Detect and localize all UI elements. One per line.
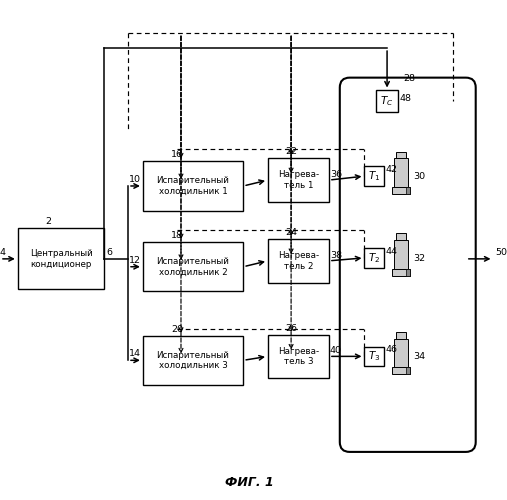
- Text: 42: 42: [385, 165, 397, 174]
- Text: Центральный
кондиционер: Центральный кондиционер: [30, 249, 92, 268]
- Text: 6: 6: [106, 248, 113, 257]
- Text: 28: 28: [403, 74, 415, 82]
- FancyBboxPatch shape: [376, 90, 398, 112]
- FancyBboxPatch shape: [143, 336, 243, 385]
- Text: 2: 2: [45, 218, 51, 226]
- Text: Испарительный
холодильник 3: Испарительный холодильник 3: [157, 350, 230, 370]
- FancyBboxPatch shape: [365, 346, 384, 366]
- FancyBboxPatch shape: [18, 228, 104, 290]
- Polygon shape: [392, 367, 410, 374]
- Text: 32: 32: [414, 254, 426, 263]
- Text: 26: 26: [285, 324, 297, 332]
- Text: 18: 18: [171, 231, 183, 240]
- Text: 14: 14: [129, 350, 141, 358]
- Text: 10: 10: [129, 175, 141, 184]
- Text: 22: 22: [285, 148, 297, 156]
- Text: $T_3$: $T_3$: [368, 350, 380, 364]
- FancyBboxPatch shape: [268, 158, 329, 202]
- Text: 12: 12: [129, 256, 141, 265]
- Polygon shape: [406, 268, 410, 276]
- Text: 36: 36: [330, 170, 342, 179]
- FancyBboxPatch shape: [268, 239, 329, 282]
- Polygon shape: [396, 332, 406, 338]
- Polygon shape: [396, 152, 406, 158]
- Polygon shape: [392, 268, 410, 276]
- Text: 4: 4: [0, 248, 6, 257]
- Polygon shape: [406, 367, 410, 374]
- FancyBboxPatch shape: [143, 162, 243, 210]
- Text: 24: 24: [285, 228, 297, 237]
- Text: 20: 20: [171, 324, 183, 334]
- Text: Испарительный
холодильник 1: Испарительный холодильник 1: [157, 176, 230, 196]
- Polygon shape: [396, 234, 406, 240]
- Text: $T_C$: $T_C$: [380, 94, 394, 108]
- Text: 38: 38: [330, 251, 342, 260]
- Polygon shape: [394, 338, 408, 367]
- Text: 48: 48: [400, 94, 412, 103]
- Polygon shape: [406, 187, 410, 194]
- Text: 30: 30: [414, 172, 426, 181]
- Text: Нагрева-
тель 1: Нагрева- тель 1: [278, 170, 319, 190]
- Text: 44: 44: [385, 247, 397, 256]
- Polygon shape: [394, 158, 408, 187]
- Text: 46: 46: [385, 346, 397, 354]
- Text: Нагрева-
тель 2: Нагрева- тель 2: [278, 251, 319, 270]
- Text: 16: 16: [171, 150, 183, 160]
- Text: 34: 34: [414, 352, 426, 362]
- Polygon shape: [394, 240, 408, 268]
- Text: Испарительный
холодильник 2: Испарительный холодильник 2: [157, 257, 230, 276]
- FancyBboxPatch shape: [365, 166, 384, 186]
- Text: $T_1$: $T_1$: [368, 169, 380, 183]
- Text: 40: 40: [330, 346, 342, 356]
- Text: ФИГ. 1: ФИГ. 1: [225, 476, 274, 489]
- FancyBboxPatch shape: [143, 242, 243, 292]
- Text: $T_2$: $T_2$: [368, 251, 380, 265]
- Text: 50: 50: [495, 248, 507, 257]
- FancyBboxPatch shape: [268, 334, 329, 378]
- Text: Нагрева-
тель 3: Нагрева- тель 3: [278, 346, 319, 366]
- FancyBboxPatch shape: [365, 248, 384, 268]
- FancyBboxPatch shape: [340, 78, 476, 452]
- Polygon shape: [392, 187, 410, 194]
